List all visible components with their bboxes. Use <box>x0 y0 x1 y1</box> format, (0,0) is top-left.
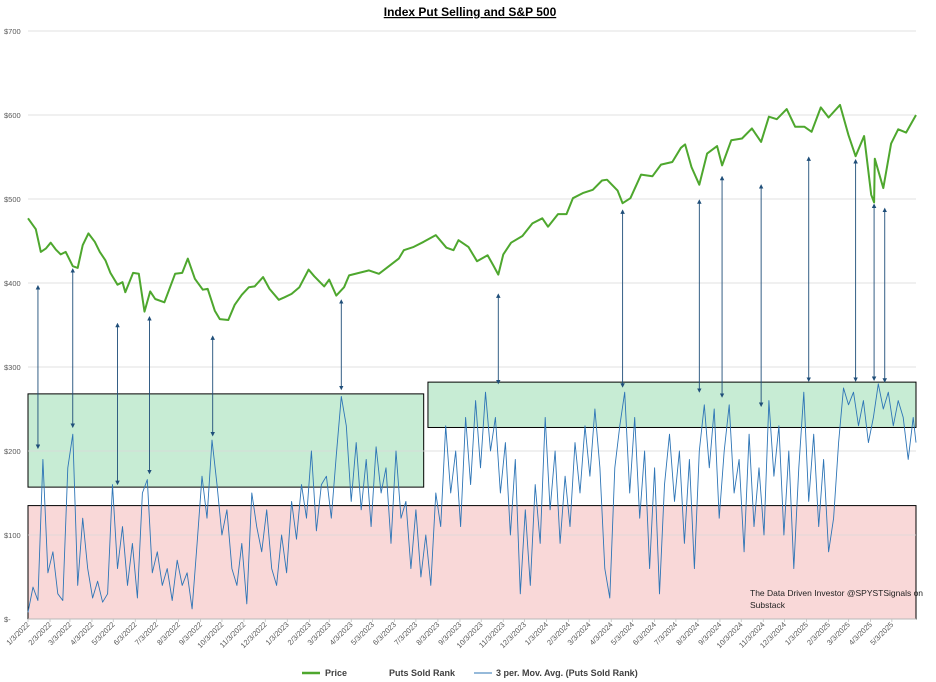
y-tick-label: $700 <box>4 27 21 36</box>
legend-label-moving-average: 3 per. Mov. Avg. (Puts Sold Rank) <box>496 668 638 678</box>
chart-title: Index Put Selling and S&P 500 <box>384 5 557 19</box>
series-moving-average-line <box>27 383 917 613</box>
zone-2 <box>427 381 917 428</box>
annotation-line-2: Substack <box>750 600 786 610</box>
y-tick-label: $- <box>4 615 11 624</box>
zones-layer <box>27 381 917 620</box>
x-axis-ticks: 1/3/20222/3/20223/3/20224/3/20225/3/2022… <box>4 619 895 650</box>
y-tick-label: $200 <box>4 447 21 456</box>
arrow-layer <box>35 156 887 486</box>
legend-label-puts-sold-rank: Puts Sold Rank <box>389 668 456 678</box>
y-tick-label: $300 <box>4 363 21 372</box>
y-axis-ticks: $- $100 $200 $300 $400 $500 $600 $700 <box>4 27 21 624</box>
series-layer <box>27 103 917 613</box>
y-tick-label: $500 <box>4 195 21 204</box>
legend: Price Puts Sold Rank 3 per. Mov. Avg. (P… <box>302 668 638 678</box>
zone-1 <box>27 393 425 488</box>
y-tick-label: $400 <box>4 279 21 288</box>
y-tick-label: $100 <box>4 531 21 540</box>
x-tick-label: 5/3/2025 <box>868 620 895 647</box>
series-price-line <box>27 103 917 321</box>
grid-layer <box>28 30 916 620</box>
y-tick-label: $600 <box>4 111 21 120</box>
legend-label-price: Price <box>325 668 347 678</box>
zone-0 <box>27 505 917 620</box>
annotation-line-1: The Data Driven Investor @SPYSTSignals o… <box>750 588 923 598</box>
